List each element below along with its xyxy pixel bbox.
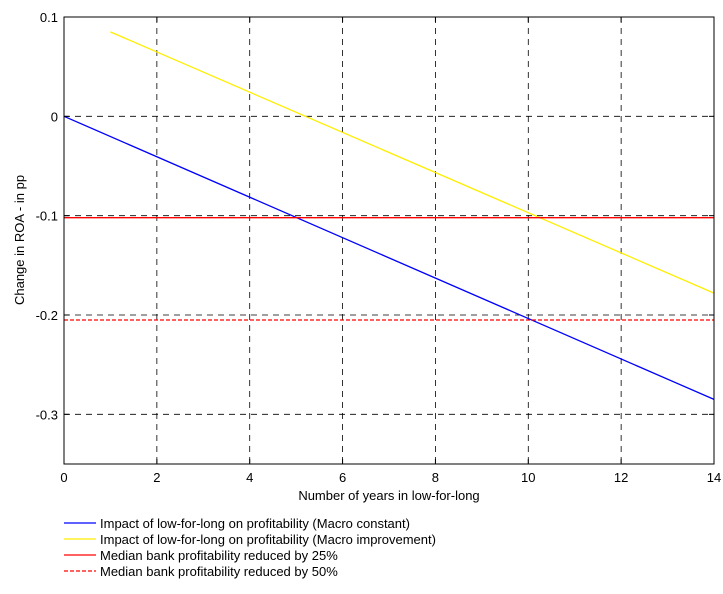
y-tick-label: 0.1 bbox=[40, 10, 58, 25]
series-lines bbox=[63, 31, 715, 400]
legend-label-3: Median bank profitability reduced by 25% bbox=[100, 548, 338, 563]
x-tick-label: 8 bbox=[432, 470, 439, 485]
axis-ticks: 0 2 4 6 8 10 12 14 -0.3 -0.2 -0.1 0 0.1 bbox=[36, 10, 722, 485]
x-tick-label: 0 bbox=[60, 470, 67, 485]
legend: Impact of low-for-long on profitability … bbox=[64, 516, 436, 579]
y-tick-label: 0 bbox=[51, 109, 58, 124]
legend-label-2: Impact of low-for-long on profitability … bbox=[100, 532, 436, 547]
x-tick-label: 6 bbox=[339, 470, 346, 485]
y-tick-label: -0.3 bbox=[36, 407, 58, 422]
x-tick-label: 12 bbox=[614, 470, 628, 485]
y-axis-title: Change in ROA - in pp bbox=[12, 175, 27, 305]
x-tick-label: 14 bbox=[707, 470, 721, 485]
x-tick-label: 2 bbox=[153, 470, 160, 485]
x-tick-label: 4 bbox=[246, 470, 253, 485]
legend-label-4: Median bank profitability reduced by 50% bbox=[100, 564, 338, 579]
series-line-2 bbox=[110, 31, 715, 294]
x-axis-title: Number of years in low-for-long bbox=[298, 488, 479, 503]
y-tick-label: -0.1 bbox=[36, 209, 58, 224]
plot-frame bbox=[63, 16, 715, 465]
y-tick-label: -0.2 bbox=[36, 308, 58, 323]
x-tick-label: 10 bbox=[521, 470, 535, 485]
legend-label-1: Impact of low-for-long on profitability … bbox=[100, 516, 410, 531]
series-line-1 bbox=[63, 115, 715, 400]
